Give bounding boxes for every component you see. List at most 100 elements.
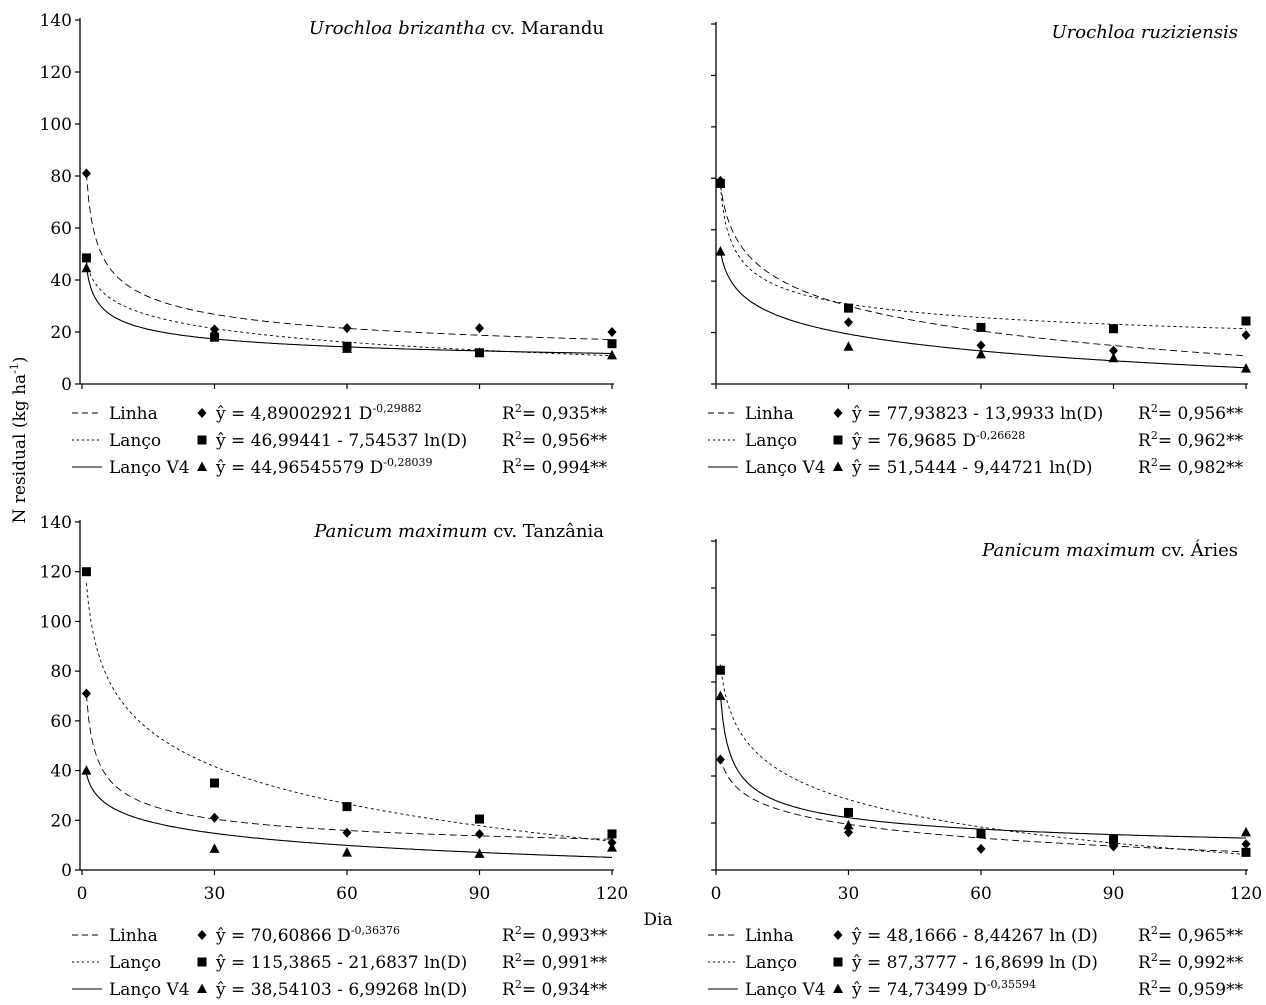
r2-label: R	[502, 458, 516, 478]
legend-marker-square	[197, 435, 207, 445]
x-tick-label: 60	[336, 884, 358, 904]
chart-panel-1: 0 20 40 60 80 100 120 140 Urochloa brizantha cv.…	[40, 11, 617, 478]
r2-value: = 0,992**	[1158, 953, 1244, 973]
legend-series-name: Lanço	[745, 953, 797, 973]
y-tick-label: 80	[50, 662, 72, 682]
fit-curve-linha	[85, 694, 612, 840]
data-point-diamond	[844, 317, 853, 328]
legend-equation: ŷ = 74,73499 D-0,35594	[851, 978, 1036, 1000]
data-point-triangle	[607, 349, 617, 360]
panel-title: Urochloa ruziziensis	[1052, 22, 1239, 43]
r2-superscript: 2	[515, 429, 522, 442]
r2-superscript: 2	[515, 951, 522, 964]
legend-marker-triangle	[833, 983, 843, 993]
fit-curve-lanco-v4	[719, 251, 1247, 369]
data-point-diamond	[976, 843, 986, 854]
data-point-triangle	[715, 246, 726, 256]
panel-title: Panicum maximum cv. Tanzânia	[313, 521, 604, 542]
r2-value: = 0,935**	[522, 404, 608, 424]
fit-curve-lanco	[85, 261, 612, 357]
legend-series-name: Linha	[745, 926, 794, 946]
legend-r2: R2= 0,991**	[502, 951, 608, 973]
y-tick-label: 40	[50, 762, 72, 782]
legend-marker-square	[197, 957, 207, 967]
r2-label: R	[502, 926, 516, 946]
legend-equation: ŷ = 76,9685 D-0,26628	[851, 429, 1025, 451]
legend-r2: R2= 0,994**	[502, 456, 608, 478]
equation-text: ŷ = 87,3777 - 16,8699 ln (D)	[851, 953, 1098, 973]
r2-value: = 0,994**	[522, 458, 608, 478]
y-tick-label: 20	[50, 323, 72, 343]
x-tick-label: 30	[204, 884, 226, 904]
data-point-triangle	[81, 765, 92, 775]
data-point-diamond	[81, 688, 91, 699]
legend-r2: R2= 0,965**	[1138, 924, 1244, 946]
r2-superscript: 2	[1151, 924, 1158, 937]
r2-label: R	[1138, 431, 1152, 451]
panel-title: Urochloa brizantha cv. Marandu	[309, 18, 604, 39]
y-tick-label: 120	[40, 563, 72, 583]
y-tick-label: 80	[50, 167, 72, 187]
x-tick-label: 60	[970, 884, 992, 904]
data-point-diamond	[1109, 345, 1118, 356]
x-tick-label: 90	[1103, 884, 1125, 904]
panel-title-species: Urochloa brizantha	[309, 18, 486, 39]
r2-value: = 0,982**	[1158, 458, 1244, 478]
equation-text: ŷ = 77,93823 - 13,9933 ln(D)	[851, 404, 1103, 424]
r2-label: R	[502, 404, 516, 424]
data-point-diamond	[1241, 330, 1251, 341]
legend-marker-diamond	[197, 930, 207, 940]
legend-equation: ŷ = 38,54103 - 6,99268 ln(D)	[215, 980, 467, 1000]
equation-exponent: -0,35594	[987, 978, 1036, 991]
legend-series-name: Lanço	[109, 431, 161, 451]
data-point-triangle	[342, 343, 352, 353]
legend-r2: R2= 0,934**	[502, 978, 608, 1000]
data-point-triangle	[209, 326, 220, 336]
legend-equation: ŷ = 4,89002921 D-0,29882	[215, 402, 422, 424]
equation-text: ŷ = 48,1666 - 8,44267 ln (D)	[851, 926, 1098, 946]
legend-series-name: Lanço V4	[109, 980, 190, 1000]
data-point-square	[976, 322, 986, 332]
r2-superscript: 2	[515, 402, 522, 415]
y-tick-label: 140	[40, 11, 72, 31]
chart-panel-4: 0 30 60 90 120 Panicum maximum cv. Áries Linha…	[708, 538, 1262, 1000]
data-point-diamond	[210, 812, 219, 823]
data-point-square	[1109, 324, 1118, 334]
y-tick-label: 0	[61, 861, 72, 881]
data-point-diamond	[715, 754, 725, 765]
equation-text: ŷ = 38,54103 - 6,99268 ln(D)	[215, 980, 467, 1000]
data-point-square	[1241, 316, 1251, 326]
x-tick-label: 30	[838, 884, 860, 904]
data-point-diamond	[1241, 839, 1251, 850]
data-point-triangle	[843, 819, 854, 830]
r2-superscript: 2	[1151, 456, 1158, 469]
legend-equation: ŷ = 70,60866 D-0,36376	[215, 924, 400, 946]
legend-marker-triangle	[833, 461, 843, 471]
r2-value: = 0,959**	[1158, 980, 1244, 1000]
equation-exponent: -0,36376	[351, 924, 400, 937]
data-point-square	[607, 339, 617, 349]
data-point-square	[715, 665, 725, 675]
data-point-square	[844, 807, 853, 817]
data-point-square	[81, 567, 91, 577]
fit-curve-linha	[719, 183, 1247, 357]
legend-r2: R2= 0,959**	[1138, 978, 1244, 1000]
fit-curve-lanco-v4	[719, 694, 1246, 839]
r2-superscript: 2	[515, 456, 522, 469]
r2-superscript: 2	[1151, 402, 1158, 415]
y-tick-label: 120	[40, 63, 72, 83]
equation-exponent: -0,29882	[372, 402, 421, 415]
data-point-square	[210, 778, 219, 788]
legend-series-name: Lanço	[109, 953, 161, 973]
r2-label: R	[1138, 458, 1152, 478]
legend-r2: R2= 0,982**	[1138, 456, 1244, 478]
data-point-square	[342, 802, 352, 812]
legend-series-name: Linha	[109, 926, 158, 946]
panel-title-cultivar: cv. Marandu	[486, 18, 605, 39]
fit-curve-linha	[85, 173, 613, 341]
equation-text: ŷ = 4,89002921 D	[215, 404, 372, 424]
legend-series-name: Linha	[745, 404, 794, 424]
x-tick-label: 120	[1230, 884, 1262, 904]
legend-marker-diamond	[197, 408, 207, 418]
chart-panel-2: Urochloa ruziziensis Linha ŷ = 77,93823 - …	[708, 22, 1251, 478]
